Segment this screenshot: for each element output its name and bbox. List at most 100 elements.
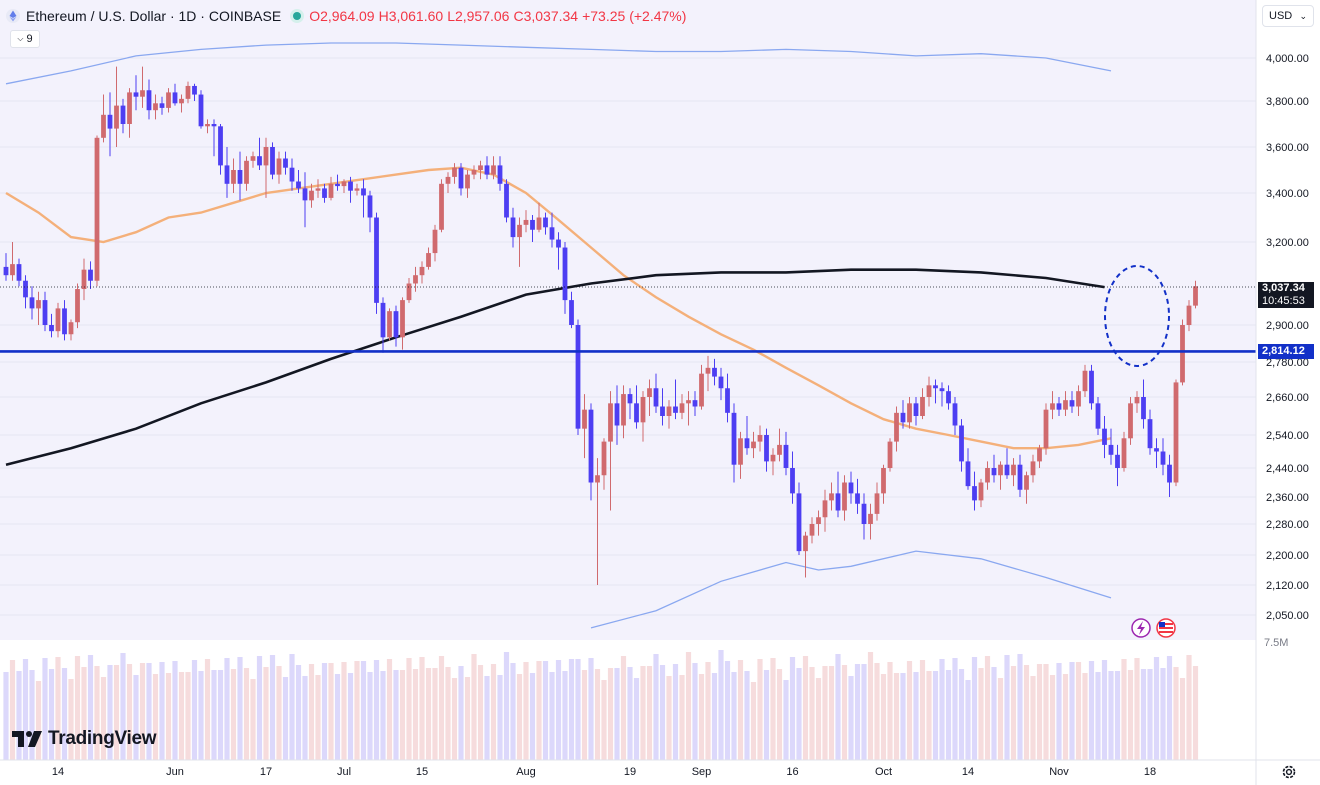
- candle-body: [406, 283, 412, 301]
- candle-body: [621, 394, 626, 426]
- volume-bar: [146, 663, 152, 760]
- candle-body: [1037, 448, 1042, 462]
- candle-body: [81, 269, 87, 290]
- volume-bar: [289, 654, 295, 760]
- volume-bar: [724, 661, 731, 760]
- volume-bar: [731, 672, 737, 760]
- candle-body: [595, 475, 600, 483]
- volume-bar: [74, 656, 81, 760]
- volume-bar: [269, 655, 276, 760]
- price-tick-label: 2,900.00: [1266, 320, 1309, 332]
- candle-body: [874, 493, 880, 514]
- candle-body: [1160, 451, 1166, 465]
- volume-bar: [165, 673, 172, 760]
- volume-bar: [1043, 664, 1049, 760]
- candle-body: [770, 454, 776, 462]
- volume-bar: [256, 656, 263, 760]
- volume-bar: [81, 667, 87, 760]
- candle-body: [666, 406, 672, 416]
- volume-bar: [1160, 668, 1166, 760]
- volume-bar: [276, 666, 282, 760]
- volume-bar: [399, 670, 406, 760]
- volume-bar: [529, 673, 536, 760]
- volume-bar: [581, 670, 588, 760]
- candle-body: [471, 170, 477, 175]
- lightning-icon[interactable]: [1131, 618, 1151, 638]
- us-flag-icon[interactable]: [1156, 618, 1176, 638]
- time-tick-label: Oct: [875, 766, 892, 778]
- volume-bar: [1010, 666, 1017, 760]
- volume-bar: [1134, 658, 1140, 760]
- candle-body: [926, 385, 932, 397]
- volume-bar: [1095, 672, 1101, 760]
- volume-bar: [783, 680, 789, 760]
- volume-bar: [666, 676, 672, 760]
- candle-body: [1141, 397, 1146, 420]
- volume-bar: [516, 674, 523, 760]
- candle-body: [588, 409, 594, 483]
- price-change: +73.25 (+2.47%): [582, 8, 687, 24]
- price-tick-label: 2,360.00: [1266, 492, 1309, 504]
- candle-body: [432, 229, 438, 254]
- symbol-title[interactable]: Ethereum / U.S. Dollar · 1D · COINBASE: [26, 8, 282, 24]
- candle-body: [725, 388, 730, 413]
- candle-body: [179, 98, 184, 104]
- levels: [0, 286, 1256, 353]
- bollinger-band: [5, 42, 1112, 629]
- candle-body: [166, 92, 171, 108]
- volume-bar: [250, 679, 256, 760]
- time-axis[interactable]: 14 Jun 17 Jul 15 Aug 19 Sep 16 Oct 14 Nov 18: [52, 766, 1156, 778]
- volume-bar: [1036, 664, 1043, 760]
- volume-bar: [100, 677, 107, 760]
- volume-bar: [984, 656, 991, 760]
- candle-body: [361, 188, 366, 196]
- indicators-toggle[interactable]: ⌵ 9: [10, 30, 40, 48]
- candle-body: [959, 425, 964, 462]
- candle-body: [127, 92, 132, 124]
- volume-bar: [659, 665, 666, 760]
- volume-bar: [347, 673, 354, 760]
- candle-body: [270, 147, 275, 175]
- candle-body: [354, 188, 360, 191]
- volume-bar: [926, 671, 932, 760]
- volume-bar: [29, 670, 35, 760]
- candle-body: [257, 156, 262, 166]
- volume-bar: [139, 663, 146, 760]
- candle-body: [855, 493, 860, 504]
- price-tick-label: 2,050.00: [1266, 610, 1309, 622]
- volume-bar: [503, 652, 510, 760]
- volume-bar: [802, 656, 809, 760]
- tradingview-logo[interactable]: TradingView: [12, 728, 157, 750]
- volume-bar: [1056, 663, 1062, 760]
- gear-icon[interactable]: [1280, 763, 1298, 781]
- candle-body: [777, 444, 782, 455]
- ohlc-high: H3,061.60: [378, 8, 444, 24]
- volume-bar: [945, 670, 952, 760]
- volume-bar: [341, 662, 347, 760]
- candle-body: [673, 406, 678, 413]
- volume-bar: [243, 668, 250, 760]
- candle-body: [1128, 403, 1133, 439]
- volume-bar: [1023, 665, 1030, 760]
- volume-bar: [555, 660, 562, 760]
- candle-body: [972, 486, 977, 501]
- volume-bar: [1186, 655, 1192, 760]
- candle-body: [497, 165, 503, 184]
- volume-bar: [1140, 669, 1147, 760]
- volume-bar: [698, 674, 705, 760]
- price-axis[interactable]: 4,000.00 3,800.00 3,600.00 3,400.00 3,200.00…: [1266, 53, 1309, 622]
- candle-body: [991, 468, 997, 476]
- candle-body: [1024, 475, 1029, 490]
- currency-select[interactable]: USD ⌄: [1262, 5, 1314, 27]
- volume-bar: [705, 662, 711, 760]
- candle-body: [738, 438, 743, 465]
- volume-bar: [107, 665, 113, 760]
- candle-body: [679, 403, 685, 413]
- volume-bar: [159, 662, 165, 760]
- indicators-count: 9: [26, 33, 33, 45]
- volume-bar: [1147, 669, 1153, 760]
- volume-bar: [1075, 662, 1082, 760]
- candle-body: [504, 183, 509, 218]
- volume-bar: [627, 667, 633, 760]
